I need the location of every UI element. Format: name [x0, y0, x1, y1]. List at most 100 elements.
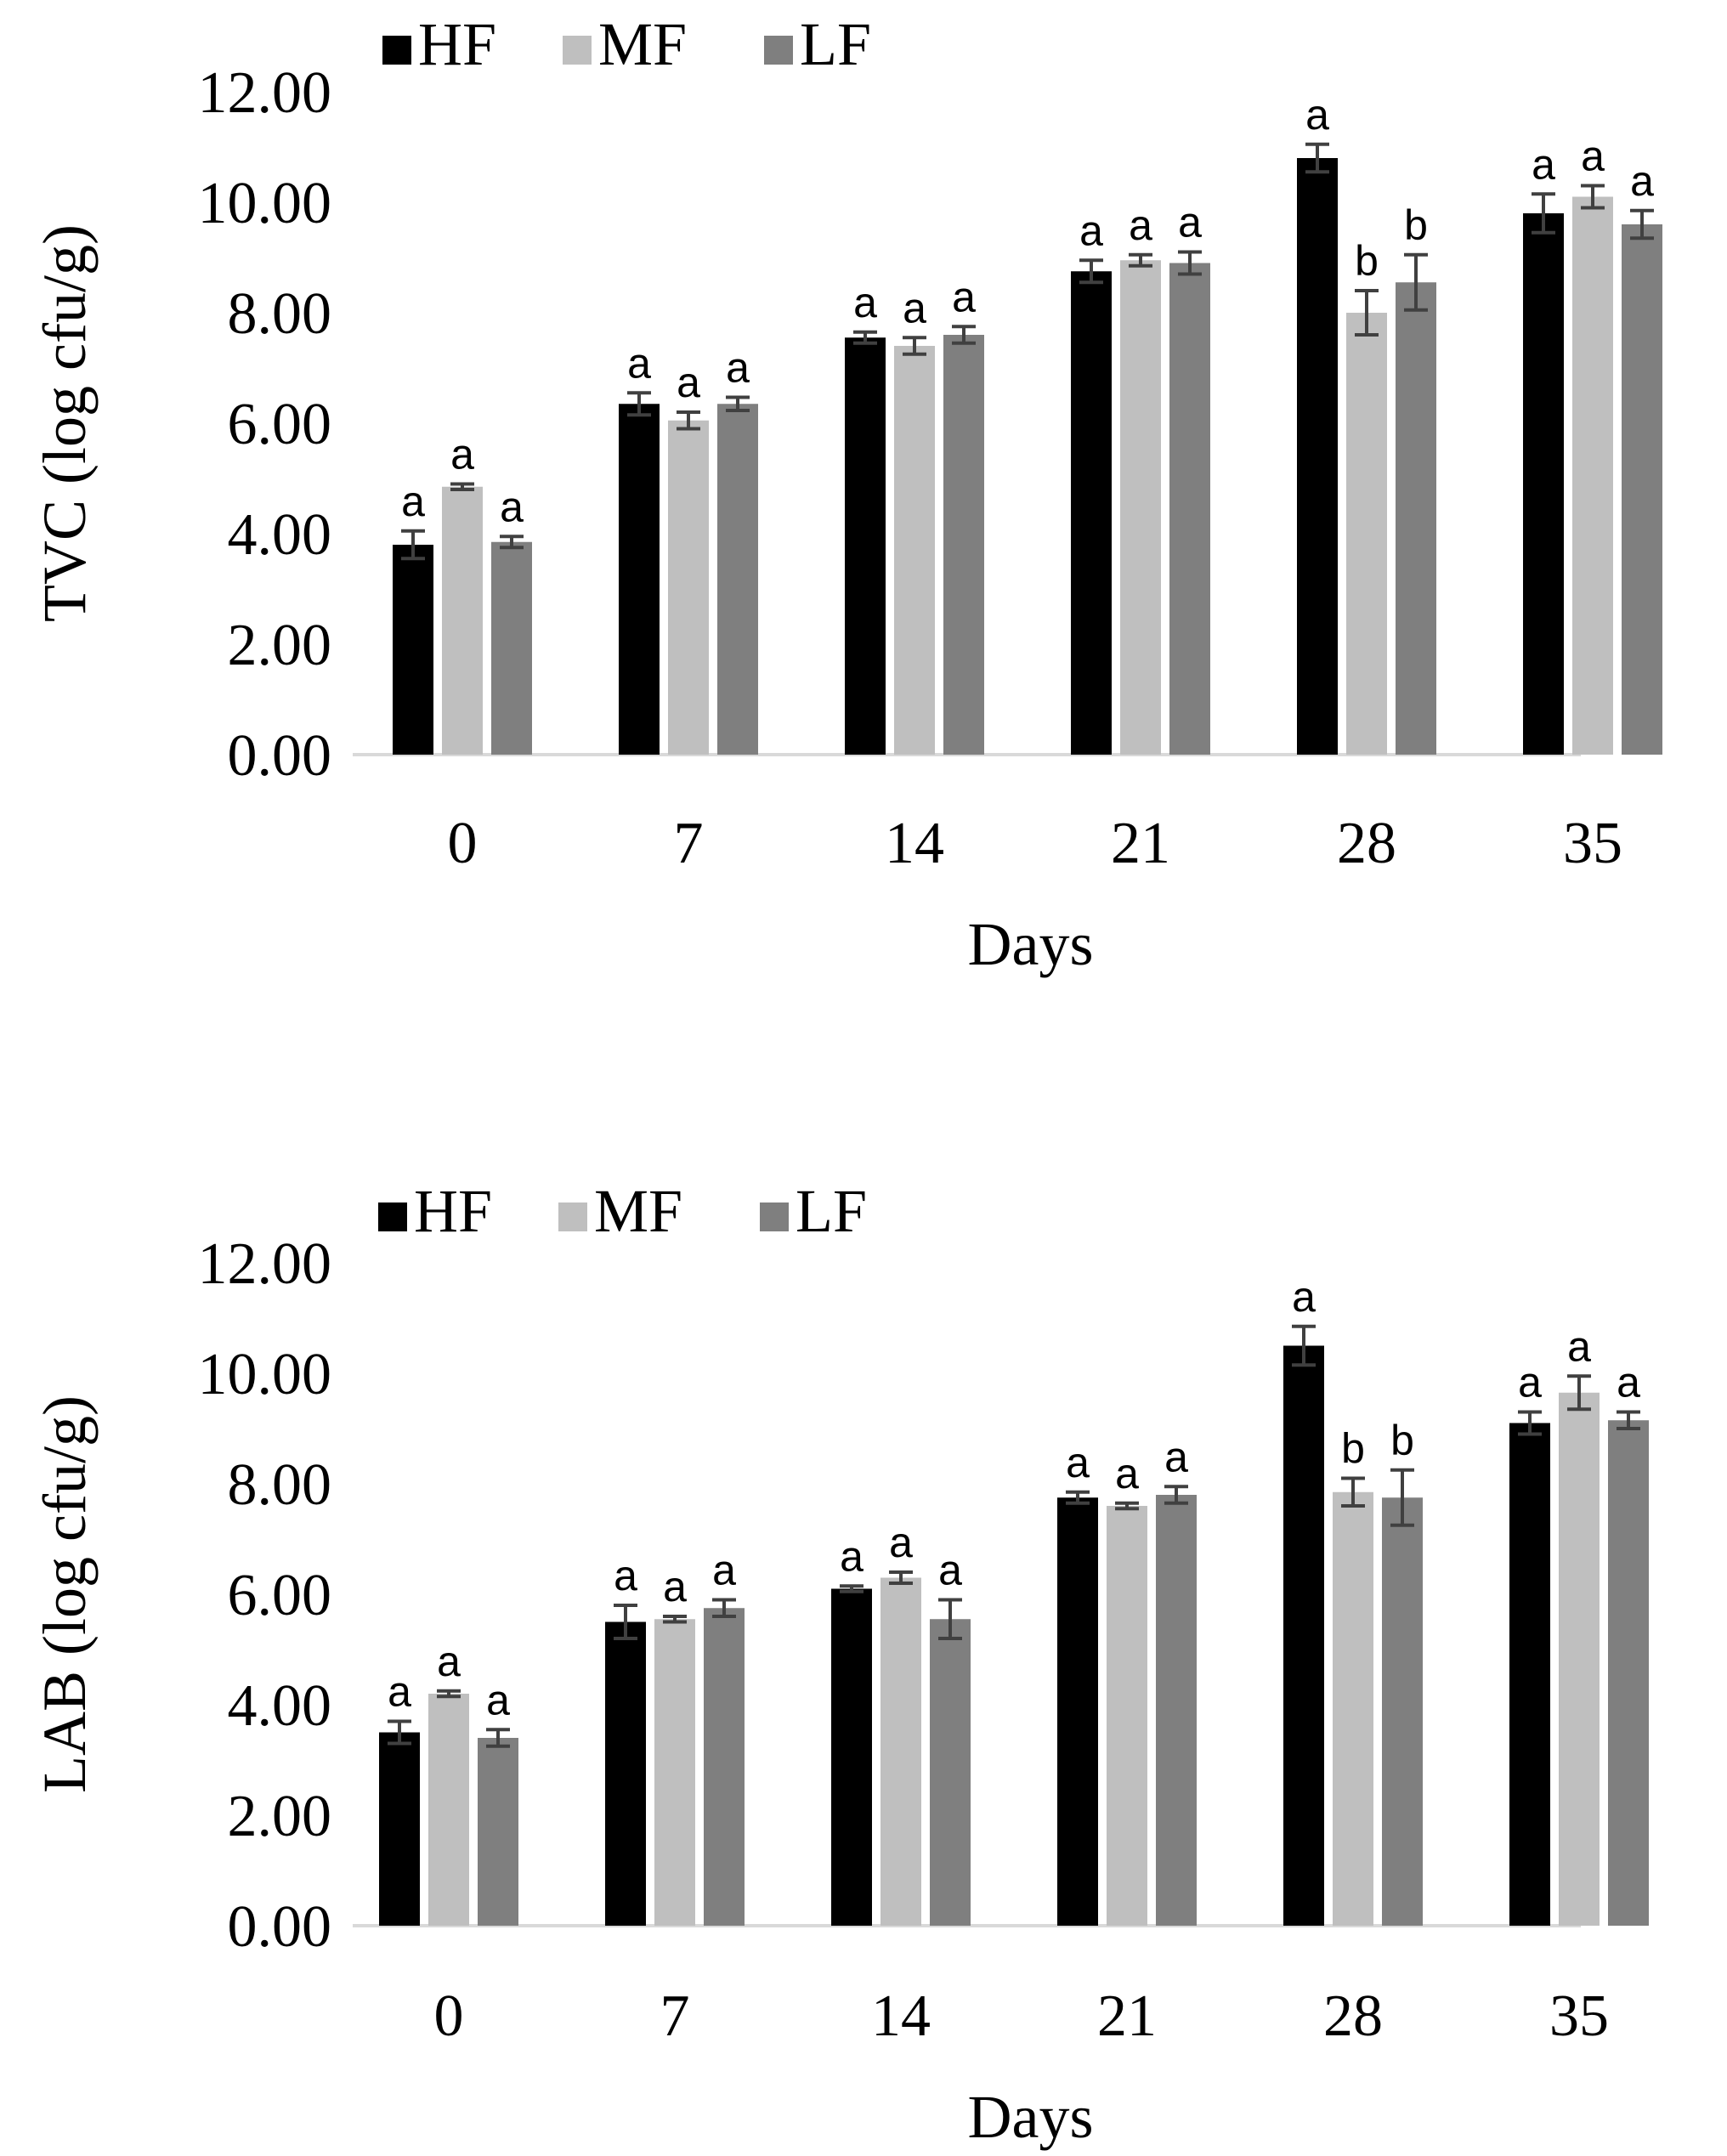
legend-swatch-lf — [760, 1202, 789, 1231]
y-tick-label: 0.00 — [228, 723, 332, 789]
y-tick-label: 2.00 — [228, 613, 332, 678]
legend-swatch-lf — [764, 36, 793, 65]
significance-letter: a — [1518, 1359, 1542, 1406]
legend-label-lf: LF — [796, 1177, 867, 1245]
significance-letter: a — [1532, 140, 1555, 188]
significance-letter: a — [1129, 201, 1152, 249]
bar-mf-day-7 — [654, 1619, 695, 1926]
significance-letter: a — [889, 1519, 913, 1566]
legend-label-hf: HF — [414, 1177, 492, 1245]
significance-letter: a — [401, 478, 425, 525]
bar-hf-day-35 — [1523, 213, 1564, 755]
x-tick-label: 0 — [434, 1983, 464, 2049]
bar-lf-day-7 — [717, 404, 758, 755]
significance-letter: a — [677, 359, 700, 406]
legend-label-mf: MF — [594, 1177, 682, 1245]
legend-swatch-hf — [382, 36, 411, 65]
bar-mf-day-21 — [1107, 1506, 1147, 1926]
lab-chart: HF MF LF0.002.004.006.008.0010.0012.00aaa0… — [31, 1177, 1649, 2151]
y-tick-label: 10.00 — [198, 1342, 332, 1407]
significance-letter: a — [726, 343, 750, 391]
significance-letter: a — [1079, 207, 1103, 254]
significance-letter: a — [853, 279, 877, 326]
significance-letter: a — [450, 431, 474, 478]
bar-lf-day-28 — [1382, 1497, 1423, 1926]
bar-hf-day-21 — [1071, 271, 1112, 755]
x-tick-label: 35 — [1563, 811, 1622, 876]
bar-mf-day-35 — [1572, 196, 1613, 755]
x-tick-label: 35 — [1549, 1983, 1609, 2049]
bar-mf-day-0 — [442, 486, 483, 755]
significance-letter: a — [388, 1668, 411, 1716]
significance-letter: a — [938, 1547, 962, 1594]
x-tick-label: 28 — [1337, 811, 1396, 876]
y-axis-title: TVC (log cfu/g) — [31, 224, 99, 622]
legend-swatch-mf — [563, 36, 592, 65]
significance-letter: a — [663, 1563, 687, 1610]
significance-letter: a — [437, 1638, 461, 1685]
significance-letter: a — [1292, 1273, 1316, 1321]
bar-lf-day-35 — [1608, 1420, 1649, 1926]
legend-swatch-hf — [378, 1202, 407, 1231]
x-tick-label: 14 — [885, 811, 944, 876]
significance-letter: a — [903, 284, 926, 331]
y-axis-title: LAB (log cfu/g) — [31, 1395, 99, 1793]
significance-letter: a — [1164, 1433, 1188, 1480]
y-tick-label: 8.00 — [228, 1452, 332, 1518]
significance-letter: a — [1581, 133, 1605, 180]
y-tick-label: 6.00 — [228, 392, 332, 457]
bar-lf-day-0 — [478, 1738, 518, 1926]
significance-letter: a — [1630, 157, 1654, 205]
bar-lf-day-0 — [491, 541, 532, 755]
significance-letter: a — [712, 1547, 736, 1594]
bar-lf-day-14 — [930, 1619, 971, 1926]
significance-letter: b — [1390, 1417, 1414, 1464]
bar-hf-day-14 — [831, 1588, 872, 1926]
y-tick-label: 6.00 — [228, 1563, 332, 1628]
y-tick-label: 4.00 — [228, 502, 332, 568]
bar-mf-day-28 — [1333, 1491, 1373, 1926]
bar-hf-day-7 — [605, 1621, 646, 1926]
significance-letter: a — [627, 339, 651, 387]
significance-letter: a — [486, 1676, 510, 1723]
legend-swatch-mf — [558, 1202, 587, 1231]
legend-label-hf: HF — [418, 10, 496, 78]
significance-letter: a — [1567, 1322, 1591, 1370]
y-tick-label: 12.00 — [198, 60, 332, 126]
y-tick-label: 10.00 — [198, 171, 332, 236]
bar-mf-day-14 — [880, 1577, 921, 1926]
tvc-chart: HF MF LF0.002.004.006.008.0010.0012.00aaa0… — [31, 10, 1662, 978]
significance-letter: a — [1617, 1359, 1640, 1406]
x-tick-label: 7 — [674, 811, 704, 876]
significance-letter: a — [500, 483, 524, 530]
bar-lf-day-21 — [1156, 1495, 1197, 1926]
y-tick-label: 0.00 — [228, 1894, 332, 1960]
significance-letter: a — [1305, 91, 1329, 139]
x-tick-label: 7 — [660, 1983, 690, 2049]
significance-letter: a — [952, 273, 976, 320]
x-tick-label: 14 — [871, 1983, 931, 2049]
significance-letter: a — [614, 1552, 637, 1599]
bar-lf-day-14 — [943, 335, 984, 755]
bar-hf-day-7 — [619, 404, 660, 755]
significance-letter: b — [1341, 1425, 1365, 1473]
legend-label-lf: LF — [800, 10, 871, 78]
bar-hf-day-35 — [1509, 1423, 1550, 1926]
bar-mf-day-14 — [894, 346, 935, 755]
significance-letter: b — [1404, 201, 1428, 249]
y-tick-label: 4.00 — [228, 1673, 332, 1739]
x-tick-label: 28 — [1323, 1983, 1383, 2049]
y-tick-label: 2.00 — [228, 1784, 332, 1849]
legend-label-mf: MF — [598, 10, 687, 78]
bar-lf-day-7 — [704, 1608, 745, 1926]
x-axis-title: Days — [968, 2083, 1094, 2151]
x-tick-label: 21 — [1097, 1983, 1157, 2049]
bar-hf-day-28 — [1283, 1345, 1324, 1926]
bar-lf-day-35 — [1622, 224, 1662, 755]
significance-letter: a — [1115, 1450, 1139, 1497]
bar-hf-day-0 — [379, 1732, 420, 1926]
significance-letter: a — [1066, 1439, 1090, 1486]
significance-letter: a — [1178, 199, 1202, 246]
bar-mf-day-0 — [428, 1694, 469, 1926]
